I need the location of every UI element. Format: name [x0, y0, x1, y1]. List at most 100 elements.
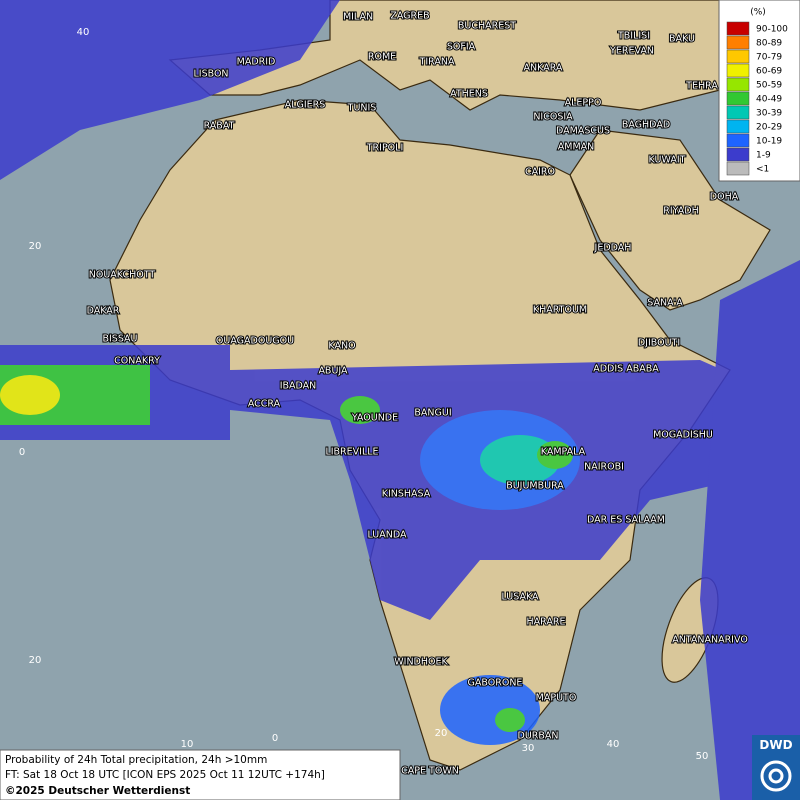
legend-label: 30-39 [756, 109, 782, 119]
city-label: ZAGREB [390, 11, 429, 22]
city-label: LUANDA [367, 530, 407, 541]
precip-area [537, 441, 573, 469]
caption: Probability of 24h Total precipitation, … [0, 749, 401, 800]
grid-label: 30 [522, 743, 535, 754]
city-label: BUCHAREST [458, 21, 516, 32]
legend-swatch [726, 105, 750, 120]
precip-area [495, 708, 525, 732]
logo-swirl [760, 760, 792, 792]
city-label: DURBAN [518, 731, 559, 742]
city-labels: MILAN ZAGREB BUCHAREST TBILISI BAKU MADRID ROM… [86, 10, 749, 778]
city-label: NAIROBI [584, 462, 624, 473]
city-label: DJIBOUTI [638, 338, 680, 349]
city-label: DAKAR [87, 306, 120, 317]
legend: (%) 90-100 80-89 70-79 60-69 50-59 40-49 30-39… [718, 0, 800, 182]
city-label: MOGADISHU [653, 430, 713, 441]
legend-swatch [726, 147, 750, 162]
city-label: CONAKRY [114, 356, 160, 367]
legend-label: 80-89 [756, 39, 782, 49]
logo-swirl [768, 768, 784, 784]
grid-label: 10 [181, 739, 194, 750]
arabia [569, 129, 771, 311]
legend-label: 70-79 [756, 53, 782, 63]
legend-label: 20-29 [756, 123, 782, 133]
city-label: MAPUTO [536, 693, 577, 704]
city-label: TUNIS [347, 103, 377, 114]
city-label: TIRANA [419, 57, 455, 68]
city-label: YAOUNDE [351, 413, 398, 424]
legend-label: 1-9 [756, 151, 771, 161]
legend-swatch [726, 161, 750, 176]
precip-area [0, 375, 60, 415]
city-label: KHARTOUM [533, 305, 587, 316]
city-label: IBADAN [280, 381, 317, 392]
city-label: JEDDAH [594, 243, 632, 254]
precip-area [700, 260, 800, 800]
city-label: CAIRO [525, 167, 555, 178]
legend-label: 50-59 [756, 81, 782, 91]
city-label: BISSAU [102, 334, 137, 345]
city-label: AMMAN [558, 142, 595, 153]
city-label: MADRID [237, 57, 276, 68]
grid-label: 50 [696, 751, 709, 762]
legend-swatch [726, 91, 750, 106]
city-label: SOFIA [447, 42, 476, 53]
grid-label: 0 [19, 447, 25, 458]
city-label: WINDHOEK [394, 657, 448, 668]
city-label: TBILISI [617, 31, 650, 42]
logo-text: DWD [759, 738, 792, 752]
city-label: LISBON [193, 69, 228, 80]
caption-line: FT: Sat 18 Oct 18 UTC [ICON EPS 2025 Oct… [5, 769, 325, 781]
city-label: ANKARA [524, 63, 563, 74]
legend-label: 10-19 [756, 137, 782, 147]
city-label: ABUJA [318, 366, 348, 377]
precip-area [0, 0, 340, 180]
city-label: KAMPALA [541, 447, 586, 458]
city-label: CAPE TOWN [401, 766, 459, 777]
grid-label: 20 [29, 655, 42, 666]
city-label: KUWAIT [649, 155, 686, 166]
city-label: ALGIERS [285, 100, 326, 111]
city-label: BANGUI [414, 408, 451, 419]
city-label: DAMASCUS [556, 126, 610, 137]
caption-line: ©2025 Deutscher Wetterdienst [5, 785, 190, 797]
legend-swatch [726, 63, 750, 78]
legend-title: (%) [750, 8, 766, 18]
legend-swatch [726, 119, 750, 134]
legend-label: 90-100 [756, 25, 788, 35]
grid-labels: 40 20 0 20 0 10 20 30 40 50 [19, 27, 709, 762]
grid-label: 20 [29, 241, 42, 252]
legend-swatch [726, 133, 750, 148]
caption-box [0, 749, 401, 800]
city-label: ADDIS ABABA [593, 364, 659, 375]
city-label: ANTANANARIVO [672, 635, 748, 646]
city-label: KINSHASA [382, 489, 431, 500]
grid-label: 0 [272, 733, 278, 744]
legend-swatch [726, 77, 750, 92]
city-label: HARARE [527, 617, 566, 628]
precip-area [340, 396, 380, 424]
city-label: DOHA [710, 192, 739, 203]
city-label: GABORONE [468, 678, 523, 689]
city-label: LUSAKA [501, 592, 539, 603]
legend-swatch [726, 21, 750, 36]
city-label: LIBREVILLE [325, 447, 378, 458]
city-label: BUJUMBURA [506, 481, 564, 492]
city-label: BAGHDAD [622, 120, 670, 131]
city-label: YEREVAN [609, 46, 654, 57]
city-label: ACCRA [248, 399, 281, 410]
grid-label: 20 [435, 728, 448, 739]
city-label: SANA'A [647, 298, 683, 309]
city-label: RABAT [204, 121, 235, 132]
logo: DWD [752, 735, 800, 800]
legend-label: 40-49 [756, 95, 782, 105]
city-label: TRIPOLI [366, 143, 404, 154]
city-label: ATHENS [450, 89, 488, 100]
legend-label: 60-69 [756, 67, 782, 77]
caption-line: Probability of 24h Total precipitation, … [5, 754, 267, 766]
city-label: NICOSIA [533, 112, 573, 123]
city-label: BAKU [669, 34, 695, 45]
city-label: MILAN [343, 12, 373, 23]
legend-items: 90-100 80-89 70-79 60-69 50-59 40-49 30-39 20-2… [726, 21, 788, 176]
